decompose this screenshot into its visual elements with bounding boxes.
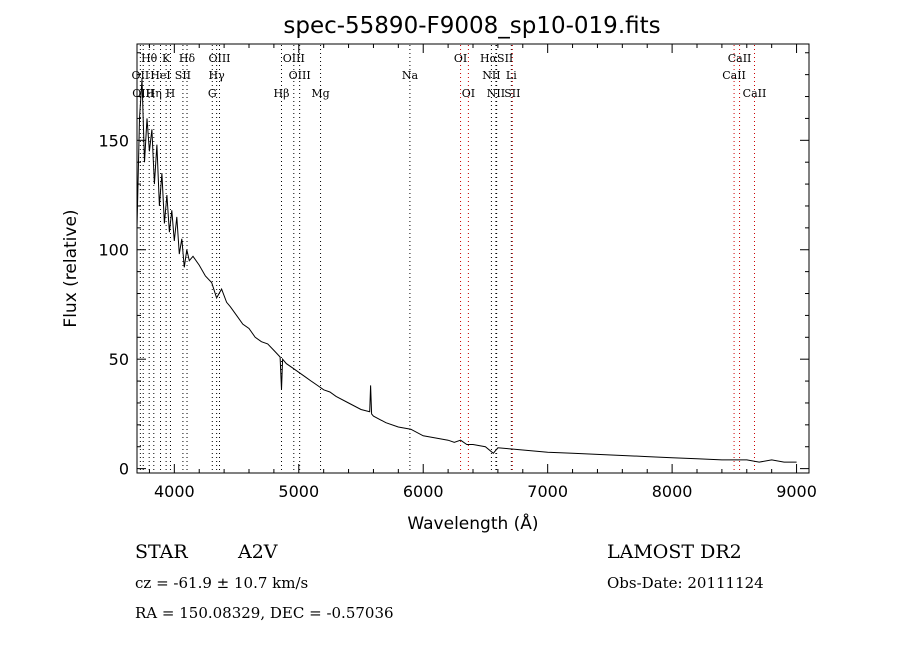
line-marker-label: Mg [311, 87, 329, 100]
y-tick-label: 150 [98, 131, 129, 150]
x-tick-label: 8000 [652, 482, 693, 501]
line-marker-label: G [208, 87, 217, 100]
y-tick-label: 50 [109, 350, 129, 369]
x-tick-label: 4000 [154, 482, 195, 501]
line-marker-label: NII [487, 87, 505, 100]
line-marker-label: CaII [743, 87, 767, 100]
redshift-line: cz = -61.9 ± 10.7 km/s [135, 574, 309, 592]
axis-ticks: 4000 5000 6000 7000 8000 9000 0 50 100 150 [98, 44, 817, 501]
y-axis-label: Flux (relative) [61, 209, 81, 327]
line-marker-label: OIII [283, 52, 305, 65]
line-marker-label: HαSII [480, 52, 513, 65]
x-tick-label: 7000 [527, 482, 568, 501]
x-tick-label: 9000 [776, 482, 817, 501]
line-marker-label: OIII [289, 69, 311, 82]
x-axis-label: Wavelength (Å) [407, 512, 538, 534]
line-marker-label: OIII [208, 52, 230, 65]
line-marker-label: CaII [722, 69, 746, 82]
line-marker-label: Na [402, 69, 419, 82]
x-tick-label: 6000 [403, 482, 444, 501]
line-marker-label: SII [175, 69, 191, 82]
line-marker-label: CaII [728, 52, 752, 65]
line-marker-label: K [162, 52, 171, 65]
line-marker-label: Hη [146, 87, 162, 100]
line-marker-label: H [166, 87, 176, 100]
y-tick-label: 100 [98, 241, 129, 260]
chart-title: spec-55890-F9008_sp10-019.fits [283, 13, 660, 39]
line-marker-label: HeI [150, 69, 170, 82]
observation-date: Obs-Date: 20111124 [607, 574, 764, 592]
line-marker-label: OI [454, 52, 467, 65]
line-marker-label: NII [482, 69, 500, 82]
plot-frame [136, 43, 810, 474]
y-tick-label: 0 [119, 460, 129, 479]
object-class: STAR [135, 541, 188, 563]
spectrum-series-line [136, 78, 797, 463]
x-tick-label: 5000 [278, 482, 319, 501]
line-marker-label: Hβ [274, 87, 290, 100]
line-marker-label: Hδ [179, 52, 196, 65]
line-marker-label: OI [462, 87, 475, 100]
line-marker-label: SII [504, 87, 520, 100]
line-marker-label: Hγ [209, 69, 226, 82]
survey-name: LAMOST DR2 [607, 541, 742, 563]
object-subclass: A2V [238, 541, 278, 563]
line-marker-label: OII [132, 69, 150, 82]
line-marker-label: Li [506, 69, 517, 82]
coordinates-line: RA = 150.08329, DEC = -0.57036 [135, 604, 394, 622]
